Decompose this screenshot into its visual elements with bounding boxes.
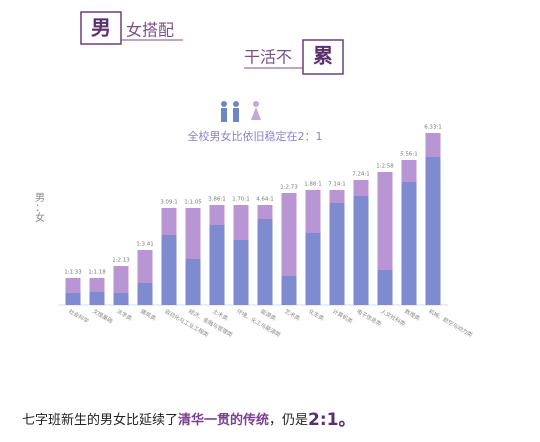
bar-label: 5.56:1: [400, 152, 418, 158]
header-box-text: 累: [313, 44, 333, 68]
bar-label: 3.86:1: [208, 197, 226, 203]
bar-segment: [377, 270, 393, 305]
bar-label: 1:1.33: [64, 270, 82, 276]
footer-text: 七字班新生的男女比延续了: [22, 412, 178, 428]
header-text: 干活不: [244, 48, 292, 67]
bar-segment: [233, 240, 249, 305]
y-label: 男: [35, 192, 45, 204]
bar-label: 1:2.73: [280, 185, 298, 191]
bar-segment: [353, 180, 369, 196]
bar-segment: [257, 205, 273, 219]
bar-segment: [377, 172, 393, 270]
bar-label: 1:2.13: [112, 258, 130, 264]
bar-segment: [281, 276, 297, 305]
bar-label: 3.09:1: [160, 200, 178, 206]
people-icon: [221, 101, 261, 122]
bar-segment: [425, 157, 441, 305]
box: [80, 11, 122, 45]
bar-segment: [209, 205, 225, 225]
bar-segment: [329, 203, 345, 305]
bar-segment: [353, 196, 369, 305]
bar-segment: [113, 266, 129, 293]
bar-segment: [161, 208, 177, 235]
footer-text: ，仍是: [269, 413, 308, 428]
bar-segment: [65, 293, 81, 305]
bar-segment: [185, 259, 201, 305]
bar-label: 1:3.41: [136, 242, 154, 248]
bar-segment: [161, 235, 177, 305]
bar-segment: [257, 219, 273, 305]
bar-label: 1.70:1: [232, 197, 250, 203]
bar-segment: [65, 278, 81, 293]
bar-segment: [401, 182, 417, 305]
bar-label: 1:1.18: [88, 270, 106, 276]
bar-segment: [209, 225, 225, 305]
bar-segment: [89, 278, 105, 292]
bar-segment: [89, 292, 105, 305]
chart-title: 全校男女比依旧稳定在2：1: [188, 129, 323, 143]
bar-label: 6.33:1: [424, 125, 442, 131]
bar-segment: [281, 193, 297, 276]
bar-segment: [425, 133, 441, 157]
bar-label: 1:2.58: [376, 164, 394, 170]
footer-bold: 2:1。: [308, 410, 355, 430]
box: [302, 39, 344, 75]
footer: 七字班新生的男女比延续了清华一贯的传统，仍是2:1。: [22, 410, 356, 430]
bar-label: 4.64:1: [256, 197, 274, 203]
bar-segment: [329, 190, 345, 203]
bar-segment: [113, 293, 129, 305]
footer-highlight: 清华一贯的传统: [178, 412, 269, 428]
header-text: 女搭配: [126, 21, 174, 40]
header-box-text: 男: [91, 16, 111, 40]
bar-segment: [137, 283, 153, 305]
bar-segment: [401, 160, 417, 182]
bar-label: 7.24:1: [352, 172, 370, 178]
bar-label: 1.88:1: [304, 182, 322, 188]
bar-segment: [233, 205, 249, 240]
bar-label: 7.14:1: [328, 182, 346, 188]
bar-segment: [305, 190, 321, 233]
y-label: ：: [35, 203, 45, 214]
bar-label: 1:1.05: [184, 200, 202, 206]
bar-segment: [137, 250, 153, 283]
y-label: 女: [35, 211, 45, 224]
bar-segment: [305, 233, 321, 305]
bar-segment: [185, 208, 201, 259]
